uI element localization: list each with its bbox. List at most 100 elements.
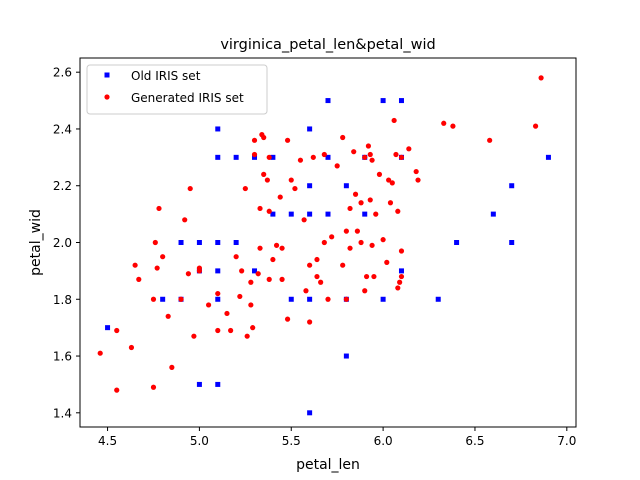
generated-iris-point-110 bbox=[532, 123, 539, 129]
generated-iris-point-2 bbox=[114, 327, 120, 334]
y-tick-label-1: 1.6 bbox=[53, 350, 72, 364]
generated-iris-point-86 bbox=[369, 242, 375, 248]
old-iris-point-7 bbox=[215, 381, 221, 387]
generated-iris-point-89 bbox=[373, 211, 379, 217]
generated-iris-point-1 bbox=[114, 387, 120, 393]
old-iris-point-12 bbox=[215, 126, 221, 132]
old-iris-point-13 bbox=[233, 240, 239, 245]
generated-iris-point-99 bbox=[395, 208, 401, 214]
generated-iris-point-53 bbox=[288, 177, 294, 183]
generated-iris-point-8 bbox=[152, 239, 158, 246]
generated-iris-point-87 bbox=[369, 157, 375, 163]
generated-iris-point-64 bbox=[321, 239, 327, 246]
generated-iris-point-69 bbox=[340, 134, 346, 141]
generated-iris-point-49 bbox=[279, 276, 285, 282]
old-iris-point-39 bbox=[435, 296, 441, 302]
generated-iris-point-6 bbox=[150, 384, 157, 390]
y-axis-ticks: 1.4 1.6 1.8 2.0 2.2 2.4 2.6 bbox=[53, 66, 80, 420]
y-tick-label-6: 2.6 bbox=[53, 66, 72, 80]
x-tick-label-3: 6.0 bbox=[374, 434, 393, 448]
old-iris-point-32 bbox=[362, 211, 368, 217]
generated-iris-point-100 bbox=[397, 279, 403, 285]
generated-iris-point-95 bbox=[389, 180, 395, 186]
old-iris-point-21 bbox=[307, 410, 313, 416]
x-tick-label-5: 7.0 bbox=[557, 434, 576, 448]
y-tick-label-5: 2.4 bbox=[53, 122, 72, 136]
old-iris-point-1 bbox=[160, 296, 166, 302]
x-tick-label-0: 4.5 bbox=[98, 434, 117, 448]
generated-iris-point-37 bbox=[257, 205, 263, 212]
generated-iris-point-50 bbox=[279, 245, 285, 251]
old-iris-point-35 bbox=[380, 98, 386, 104]
generated-iris-point-30 bbox=[244, 333, 250, 339]
old-iris-point-25 bbox=[307, 126, 313, 132]
generated-iris-point-34 bbox=[251, 137, 258, 143]
generated-iris-point-32 bbox=[248, 279, 254, 285]
generated-iris-point-61 bbox=[314, 273, 320, 280]
generated-iris-point-0 bbox=[97, 350, 103, 356]
generated-iris-point-79 bbox=[358, 200, 364, 206]
old-iris-point-6 bbox=[196, 240, 202, 245]
generated-iris-point-48 bbox=[277, 194, 283, 200]
old-iris-point-0 bbox=[105, 325, 111, 331]
generated-iris-point-23 bbox=[215, 290, 221, 297]
generated-iris-point-36 bbox=[255, 271, 261, 277]
generated-iris-point-26 bbox=[233, 254, 239, 260]
generated-iris-point-25 bbox=[228, 327, 234, 334]
old-iris-point-17 bbox=[270, 211, 276, 217]
generated-iris-point-12 bbox=[165, 313, 171, 319]
generated-iris-point-20 bbox=[196, 268, 203, 274]
y-tick-label-0: 1.4 bbox=[53, 406, 72, 420]
generated-iris-point-33 bbox=[250, 325, 256, 331]
legend-marker-generated-iris bbox=[104, 94, 110, 100]
generated-iris-point-93 bbox=[386, 177, 392, 183]
generated-iris-point-73 bbox=[347, 205, 353, 212]
generated-iris-point-43 bbox=[266, 208, 272, 214]
generated-iris-point-42 bbox=[264, 177, 270, 183]
generated-iris-point-35 bbox=[251, 151, 258, 158]
legend-label-old-iris: Old IRIS set bbox=[131, 69, 201, 83]
generated-iris-point-18 bbox=[191, 333, 197, 339]
old-iris-point-3 bbox=[178, 240, 184, 245]
generated-iris-point-17 bbox=[187, 185, 193, 192]
generated-iris-point-105 bbox=[413, 168, 419, 175]
old-iris-point-14 bbox=[233, 154, 239, 160]
generated-iris-point-15 bbox=[182, 217, 188, 223]
generated-iris-point-57 bbox=[303, 288, 309, 294]
generated-iris-point-3 bbox=[128, 344, 135, 351]
generated-iris-point-91 bbox=[380, 237, 386, 243]
generated-iris-point-81 bbox=[362, 154, 368, 160]
generated-iris-point-109 bbox=[487, 137, 493, 143]
generated-iris-point-76 bbox=[352, 191, 359, 197]
x-axis-ticks: 4.5 5.0 5.5 6.0 6.5 7.0 bbox=[98, 427, 576, 448]
old-iris-point-19 bbox=[288, 296, 294, 302]
generated-iris-point-75 bbox=[351, 149, 357, 155]
old-iris-point-28 bbox=[325, 98, 331, 104]
generated-iris-point-104 bbox=[406, 146, 412, 152]
generated-iris-point-54 bbox=[292, 185, 298, 192]
generated-iris-point-5 bbox=[136, 276, 142, 282]
old-iris-point-42 bbox=[509, 240, 515, 245]
generated-iris-point-74 bbox=[347, 245, 353, 251]
generated-iris-point-80 bbox=[362, 288, 368, 294]
generated-iris-point-55 bbox=[297, 157, 304, 163]
generated-iris-point-27 bbox=[237, 293, 243, 300]
generated-iris-point-46 bbox=[270, 256, 276, 263]
old-iris-point-18 bbox=[270, 154, 276, 160]
points-layer bbox=[97, 75, 551, 416]
x-tick-label-4: 6.5 bbox=[465, 434, 484, 448]
old-iris-point-4 bbox=[196, 381, 202, 387]
old-iris-point-29 bbox=[343, 353, 349, 359]
old-iris-point-44 bbox=[545, 154, 551, 160]
old-iris-point-27 bbox=[325, 154, 331, 160]
generated-iris-point-82 bbox=[363, 273, 370, 280]
generated-iris-point-102 bbox=[398, 154, 405, 160]
generated-iris-point-78 bbox=[358, 239, 364, 246]
generated-iris-point-63 bbox=[318, 279, 324, 285]
generated-iris-point-51 bbox=[284, 316, 291, 322]
generated-iris-point-77 bbox=[354, 228, 360, 234]
x-axis-label: petal_len bbox=[296, 457, 360, 473]
generated-iris-point-94 bbox=[387, 200, 394, 206]
generated-iris-point-45 bbox=[266, 276, 272, 282]
